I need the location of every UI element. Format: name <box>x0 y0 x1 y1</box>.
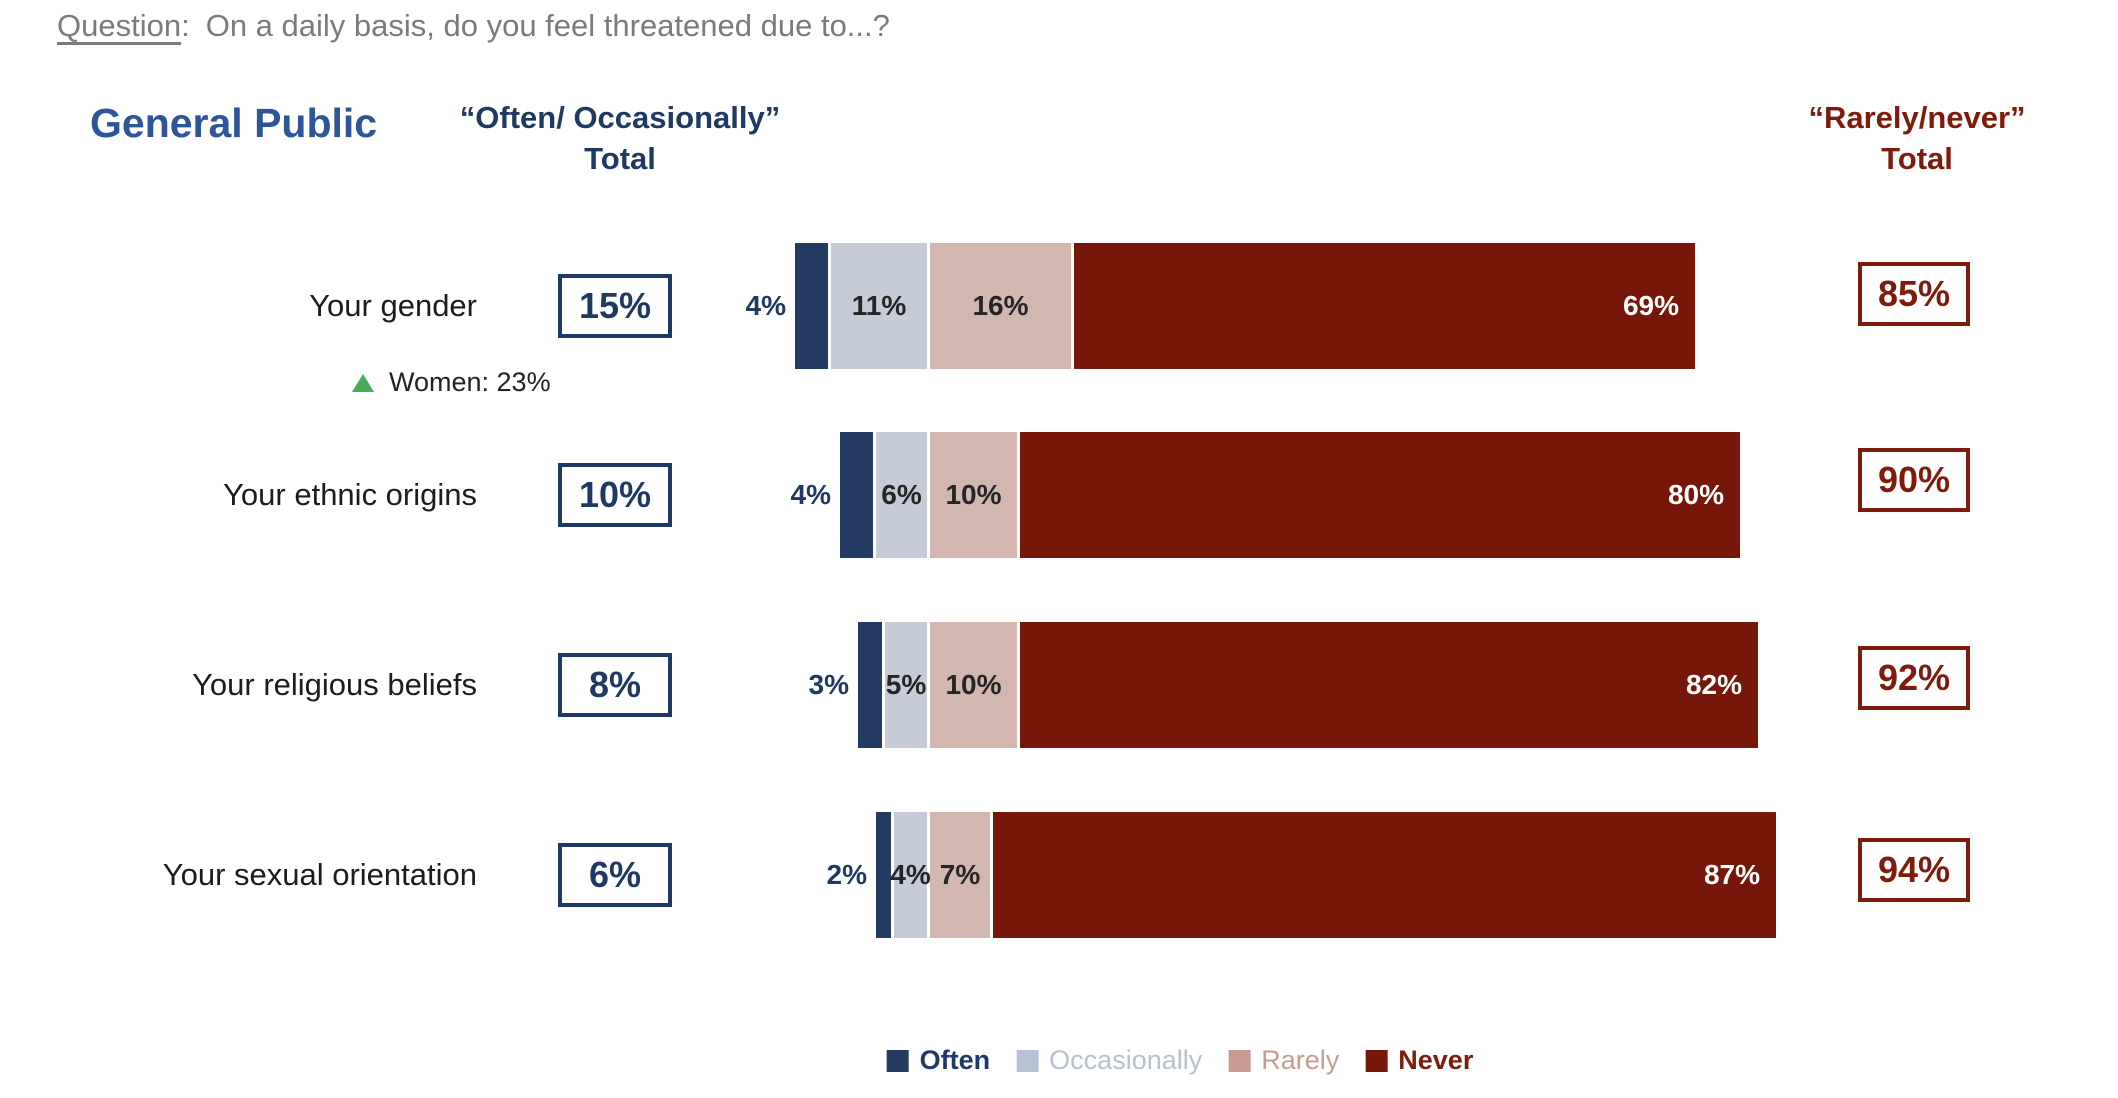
rarely-never-total-header: “Rarely/never” Total <box>1808 98 2025 180</box>
bar-value-label: 4% <box>890 859 931 890</box>
category-label: Your ethnic origins <box>223 477 477 512</box>
bar-segment-rarely: 7% <box>930 812 993 938</box>
bar-segment-occasionally: 5% <box>885 622 930 748</box>
rarely-never-total-box: 85% <box>1858 262 1970 326</box>
bar-value-label: 10% <box>945 669 1002 700</box>
bar-segment-never: 80% <box>1020 432 1740 558</box>
bar-value-label: 6% <box>881 479 922 510</box>
legend-swatch-often <box>886 1049 909 1072</box>
bar-segment-rarely: 16% <box>930 243 1074 369</box>
stacked-bar: 4% 7% 87% <box>876 812 1776 938</box>
bar-value-label: 11% <box>851 290 907 321</box>
often-occasionally-total-box: 15% <box>558 274 672 338</box>
page-title: General Public <box>90 100 378 146</box>
bar-segment-occasionally: 4% <box>890 812 931 938</box>
bar-value-label: 87% <box>1703 859 1760 890</box>
rarely-never-total-box: 90% <box>1858 448 1970 512</box>
bar-segment-often <box>795 243 831 369</box>
category-label: Your religious beliefs <box>192 667 477 702</box>
bar-value-label: 16% <box>972 290 1029 321</box>
often-value-label: 4% <box>745 290 786 321</box>
legend-swatch-rarely <box>1228 1049 1251 1072</box>
legend-item-never: Never <box>1365 1045 1473 1076</box>
legend-item-occasionally: Occasionally <box>1016 1045 1202 1076</box>
bar-segment-rarely: 10% <box>930 432 1020 558</box>
rarely-never-total-box: 94% <box>1858 838 1970 902</box>
bar-value-label: 5% <box>885 669 927 700</box>
often-value-label: 3% <box>808 669 849 700</box>
legend-swatch-occasionally <box>1016 1049 1039 1072</box>
often-occasionally-total-box: 6% <box>558 843 672 907</box>
annotation-text: Women: 23% <box>389 367 551 397</box>
up-triangle-icon <box>352 373 374 392</box>
bar-value-label: 10% <box>945 479 1002 510</box>
stacked-bar: 6% 10% 80% <box>840 432 1740 558</box>
question-colon: : <box>181 8 190 43</box>
legend-item-rarely: Rarely <box>1228 1045 1339 1076</box>
bar-segment-occasionally: 11% <box>831 243 930 369</box>
often-occasionally-total-box: 8% <box>558 653 672 717</box>
bar-segment-rarely: 10% <box>930 622 1020 748</box>
stacked-bar: 5% 10% 82% <box>858 622 1758 748</box>
legend-label: Never <box>1398 1045 1474 1075</box>
often-value-label: 2% <box>826 859 867 890</box>
bar-value-label: 7% <box>939 859 981 890</box>
category-label: Your sexual orientation <box>162 857 477 892</box>
question-label: Question <box>57 8 182 43</box>
rarely-never-total-box: 92% <box>1858 646 1970 710</box>
bar-segment-occasionally: 6% <box>876 432 930 558</box>
legend-item-often: Often <box>886 1045 991 1076</box>
legend-swatch-never <box>1365 1049 1388 1072</box>
question-text: On a daily basis, do you feel threatened… <box>205 8 890 43</box>
stacked-bar: 11% 16% 69% <box>795 243 1695 369</box>
often-occasionally-total-box: 10% <box>558 463 672 527</box>
legend-label: Rarely <box>1261 1045 1340 1075</box>
bar-value-label: 69% <box>1622 290 1679 321</box>
rarely-never-total-header-line2: Total <box>1881 140 1953 176</box>
bar-segment-never: 69% <box>1074 243 1695 369</box>
rarely-never-total-header-line1: “Rarely/never” <box>1808 100 2026 135</box>
category-label: Your gender <box>309 288 477 323</box>
often-value-label: 4% <box>790 479 831 510</box>
bar-segment-never: 87% <box>993 812 1776 938</box>
women-annotation: Women: 23% <box>352 367 551 398</box>
often-occasionally-total-header: “Often/ Occasionally” Total <box>460 98 780 180</box>
bar-value-label: 82% <box>1685 669 1742 700</box>
often-occasionally-total-header-line1: “Often/ Occasionally” <box>459 100 781 135</box>
chart-legend: Often Occasionally Rarely Never <box>886 1045 1473 1076</box>
bar-segment-never: 82% <box>1020 622 1758 748</box>
bar-segment-often <box>876 812 894 938</box>
question-line: Question: On a daily basis, do you feel t… <box>57 8 890 44</box>
legend-label: Occasionally <box>1049 1045 1203 1075</box>
often-occasionally-total-header-line2: Total <box>584 140 656 176</box>
bar-value-label: 80% <box>1667 479 1724 510</box>
legend-label: Often <box>919 1045 991 1075</box>
bar-segment-often <box>858 622 885 748</box>
bar-segment-often <box>840 432 876 558</box>
